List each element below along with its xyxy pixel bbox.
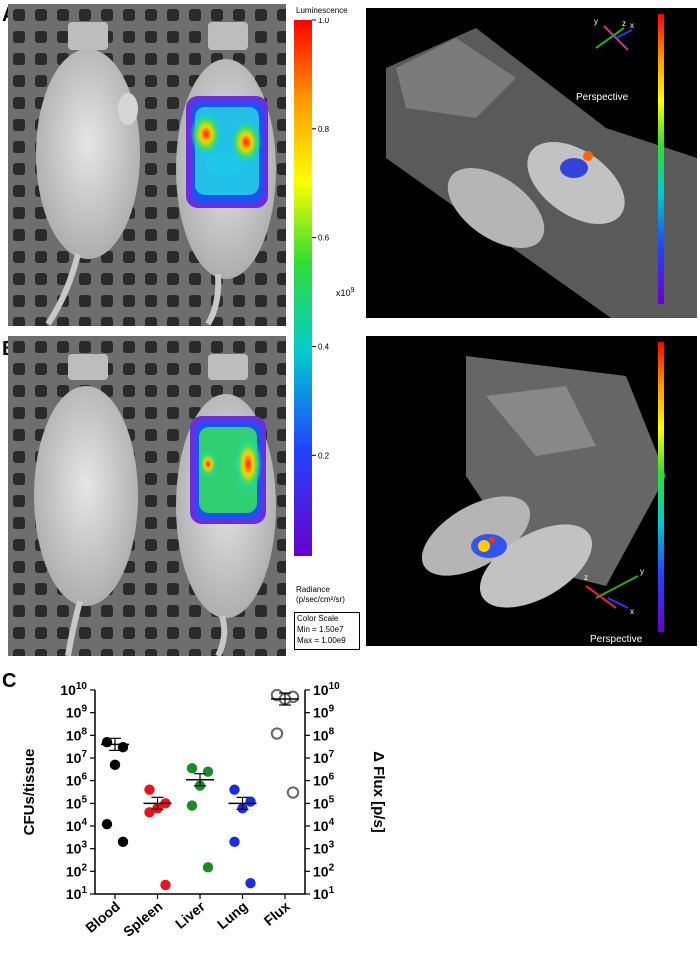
data-point-lung bbox=[245, 877, 256, 889]
y-tick-label-left: 109 bbox=[66, 704, 88, 721]
x-tick-label: Spleen bbox=[120, 898, 165, 940]
bli-image-b bbox=[8, 336, 286, 656]
colorbar-tick-label: 1.0 bbox=[318, 18, 330, 25]
y-tick-label-left: 102 bbox=[66, 862, 88, 879]
y-tick-label-left: 105 bbox=[66, 794, 88, 811]
axis-gizmo-b: z y x bbox=[584, 567, 644, 616]
colorbar-tick-label: 0.2 bbox=[318, 451, 330, 460]
svg-text:x: x bbox=[630, 607, 634, 616]
y-tick-label-right: 1010 bbox=[313, 681, 340, 698]
x-tick-label: Lung bbox=[214, 898, 250, 932]
data-point-lung bbox=[245, 796, 256, 807]
y-tick-label-right: 103 bbox=[313, 840, 335, 857]
data-point-blood bbox=[101, 819, 113, 830]
y-tick-label-right: 108 bbox=[313, 726, 335, 743]
y-tick-label-left: 101 bbox=[66, 885, 88, 902]
data-point-flux bbox=[286, 786, 300, 799]
data-point-liver bbox=[186, 800, 198, 811]
svg-text:y: y bbox=[640, 567, 644, 576]
data-point-liver bbox=[186, 763, 198, 774]
y-tick-label-left: 104 bbox=[66, 817, 88, 834]
svg-text:z: z bbox=[622, 19, 626, 28]
data-point-blood bbox=[109, 759, 121, 771]
y-tick-label-right: 109 bbox=[313, 704, 335, 721]
mouse-left-b bbox=[34, 354, 138, 656]
data-point-spleen bbox=[160, 879, 171, 891]
x-tick-label: Liver bbox=[172, 898, 208, 932]
colorbar-tick-label: 0.4 bbox=[318, 342, 330, 351]
svg-text:x: x bbox=[630, 21, 634, 30]
bli-image-a bbox=[8, 4, 286, 326]
y-tick-label-right: 104 bbox=[313, 817, 335, 834]
x-tick-label: Blood bbox=[82, 898, 123, 936]
data-point-lung bbox=[229, 784, 240, 795]
perspective-label-b: Perspective bbox=[590, 634, 643, 645]
ct-view-a: Perspective y z x bbox=[366, 8, 697, 318]
y-tick-label-left: 107 bbox=[66, 749, 88, 766]
data-point-liver bbox=[202, 766, 214, 777]
radiance-label: Radiance (p/sec/cm²/sr) bbox=[296, 585, 345, 604]
mouse-left-a bbox=[36, 22, 140, 326]
y-tick-label-right: 107 bbox=[313, 749, 335, 766]
perspective-label-a: Perspective bbox=[576, 92, 629, 103]
colorbar-title: Luminescence bbox=[296, 6, 348, 15]
y-tick-label-right: 105 bbox=[313, 794, 335, 811]
axis-gizmo-a: y z x bbox=[594, 17, 634, 51]
colorbar: 1.0 0.8 0.6 0.4 0.2 bbox=[294, 18, 330, 556]
data-point-flux bbox=[270, 727, 284, 740]
y-tick-label-left: 106 bbox=[66, 772, 88, 789]
y-axis-label-left: CFUs/tissue bbox=[21, 749, 38, 836]
svg-text:z: z bbox=[584, 573, 588, 582]
data-point-lung bbox=[229, 836, 240, 848]
colorbar-tick-label: 0.6 bbox=[318, 234, 330, 243]
svg-text:y: y bbox=[594, 17, 598, 26]
ct-view-b: Perspective z y x bbox=[366, 336, 697, 646]
y-tick-label-right: 102 bbox=[313, 862, 335, 879]
y-tick-label-right: 106 bbox=[313, 772, 335, 789]
y-tick-label-left: 103 bbox=[66, 840, 88, 857]
y-tick-label-right: 101 bbox=[313, 885, 335, 902]
data-point-spleen bbox=[144, 784, 155, 795]
data-point-liver bbox=[202, 862, 214, 873]
ct-colorbar-a bbox=[658, 14, 664, 304]
ct-colorbar-b bbox=[658, 342, 664, 632]
x-tick-label: Flux bbox=[261, 898, 293, 929]
colorbar-tick-label: 0.8 bbox=[318, 125, 330, 134]
colorbar-multiplier: x109 bbox=[336, 287, 355, 298]
y-tick-label-left: 1010 bbox=[60, 681, 87, 698]
cfu-flux-chart: 101 102 103 104 105 106 107 108 109 1010 101 102 10… bbox=[21, 681, 387, 940]
colorbar-gradient bbox=[294, 20, 312, 556]
y-tick-label-left: 108 bbox=[66, 726, 88, 743]
mouse-right-b bbox=[176, 354, 276, 656]
color-scale-box: Color Scale Min = 1.50e7 Max = 1.00e9 bbox=[294, 612, 360, 650]
data-point-spleen bbox=[144, 807, 155, 818]
y-axis-label-right: Δ Flux [p/s] bbox=[370, 751, 387, 833]
data-point-blood bbox=[117, 836, 129, 848]
mouse-right-a bbox=[176, 22, 276, 326]
panel-label-c: C bbox=[2, 670, 17, 692]
